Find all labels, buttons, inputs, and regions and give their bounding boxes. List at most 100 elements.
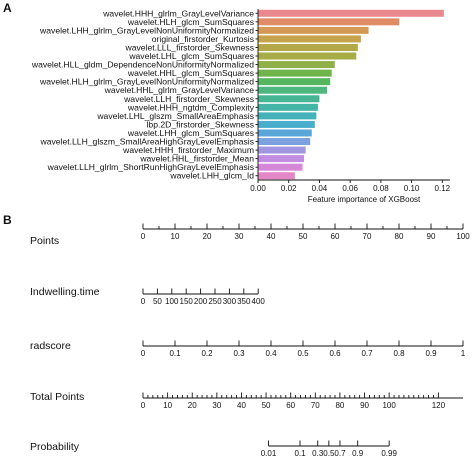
points-tick-label-10: 100 — [456, 232, 470, 241]
bar-8 — [258, 69, 332, 77]
probability-tick-label-0: 0.01 — [261, 449, 277, 458]
radscore-tick-label-2: 0.2 — [201, 349, 213, 358]
bar-12 — [258, 103, 318, 111]
radscore-tick-label-4: 0.4 — [265, 349, 277, 358]
bar-7 — [258, 61, 335, 69]
points-tick-label-8: 80 — [395, 232, 404, 241]
bar-17 — [258, 146, 306, 154]
indwelling-time-label: Indwelling.time — [30, 286, 100, 298]
bar-10 — [258, 86, 328, 94]
bar-20 — [258, 172, 295, 180]
feature-label-7: wavelet.HLL_gldm_DependenceNonUniformity… — [31, 60, 254, 70]
total-points-tick-label-5: 50 — [262, 401, 271, 410]
feature-label-11: wavelet.LLH_firstorder_Skewness — [123, 94, 254, 104]
points-tick-label-0: 0 — [141, 232, 146, 241]
radscore-label: radscore — [30, 340, 71, 352]
indwelling-time-tick-label-7: 350 — [237, 297, 251, 306]
indwelling-time-tick-label-2: 100 — [165, 297, 179, 306]
feature-label-9: wavelet.HLH_glrlm_GrayLevelNonUniformity… — [39, 77, 254, 87]
bar-13 — [258, 112, 317, 120]
feature-label-13: wavelet.LHL_glszm_SmallAreaEmphasis — [96, 111, 254, 121]
points-tick-label-3: 30 — [235, 232, 244, 241]
probability-tick-label-6: 0.99 — [381, 449, 397, 458]
radscore-tick-label-7: 0.7 — [361, 349, 373, 358]
total-points-tick-label-0: 0 — [141, 401, 146, 410]
total-points-tick-label-10: 100 — [382, 401, 396, 410]
bar-19 — [258, 163, 303, 171]
bar-3 — [258, 26, 369, 34]
indwelling-time-tick-label-6: 300 — [223, 297, 237, 306]
total-points-tick-label-1: 10 — [163, 401, 172, 410]
indwelling-time-tick-label-5: 250 — [208, 297, 222, 306]
probability-label: Probability — [30, 441, 80, 453]
radscore-tick-label-6: 0.6 — [329, 349, 341, 358]
panel-b-label: B — [3, 213, 12, 227]
indwelling-time-tick-label-0: 0 — [141, 297, 146, 306]
bar-18 — [258, 155, 305, 163]
feature-label-16: wavelet.LLH_glszm_SmallAreaHighGrayLevel… — [39, 137, 254, 147]
bar-16 — [258, 138, 311, 146]
total-points-tick-label-2: 20 — [188, 401, 197, 410]
radscore-tick-label-1: 0.1 — [169, 349, 181, 358]
bar-5 — [258, 43, 358, 51]
probability-tick-label-3: 0.5 — [323, 449, 335, 458]
feature-label-18: wavelet.HHL_firstorder_Mean — [139, 154, 254, 164]
indwelling-time-tick-label-8: 400 — [252, 297, 266, 306]
x-tick-label-3: 0.06 — [342, 184, 358, 193]
total-points-tick-label-11: 120 — [432, 401, 446, 410]
bar-6 — [258, 52, 357, 60]
points-label: Points — [30, 235, 59, 247]
feature-label-19: wavelet.LLH_glrlm_ShortRunHighGrayLevelE… — [47, 162, 254, 172]
probability-tick-label-4: 0.7 — [334, 449, 346, 458]
feature-label-14: lbp.2D_firstorder_Skewness — [147, 119, 254, 129]
probability-tick-label-2: 0.3 — [312, 449, 324, 458]
bar-2 — [258, 18, 400, 26]
bar-15 — [258, 129, 312, 137]
x-tick-label-4: 0.08 — [373, 184, 389, 193]
points-tick-label-4: 40 — [267, 232, 276, 241]
feature-label-8: wavelet.HHL_glcm_SumSquares — [127, 68, 254, 78]
total-points-label: Total Points — [30, 391, 84, 403]
points-tick-label-9: 90 — [427, 232, 436, 241]
x-tick-label-6: 0.12 — [435, 184, 451, 193]
feature-label-6: wavelet.LHL_glcm_SumSquares — [128, 51, 254, 61]
panel-a-label: A — [3, 1, 12, 15]
total-points-tick-label-6: 60 — [286, 401, 295, 410]
bar-9 — [258, 78, 331, 86]
probability-tick-label-5: 0.9 — [352, 449, 364, 458]
feature-importance-chart: wavelet.HHH_glrlm_GrayLevelVariancewavel… — [31, 8, 451, 204]
radscore-tick-label-10: 1 — [461, 349, 466, 358]
radscore-tick-label-3: 0.3 — [233, 349, 245, 358]
x-tick-label-1: 0.02 — [281, 184, 297, 193]
bar-4 — [258, 35, 361, 43]
feature-label-10: wavelet.HHL_glrlm_GrayLevelVariance — [104, 85, 255, 95]
feature-label-2: wavelet.HLH_glcm_SumSquares — [127, 17, 254, 27]
total-points-tick-label-3: 30 — [212, 401, 221, 410]
radscore-tick-label-8: 0.8 — [393, 349, 405, 358]
indwelling-time-tick-label-4: 200 — [194, 297, 208, 306]
radscore-tick-label-5: 0.5 — [297, 349, 309, 358]
probability-tick-label-1: 0.1 — [294, 449, 306, 458]
x-tick-label-5: 0.10 — [404, 184, 420, 193]
indwelling-time-tick-label-1: 50 — [153, 297, 162, 306]
points-tick-label-6: 60 — [331, 232, 340, 241]
feature-label-20: wavelet.LHH_glcm_Id — [169, 171, 254, 181]
bar-1 — [258, 9, 444, 17]
radscore-tick-label-0: 0 — [141, 349, 146, 358]
radscore-tick-label-9: 0.9 — [425, 349, 437, 358]
feature-label-3: wavelet.LHH_glrlm_GrayLevelNonUniformity… — [39, 25, 254, 35]
total-points-tick-label-8: 80 — [335, 401, 344, 410]
x-axis-title: Feature importance of XGBoost — [308, 195, 421, 204]
x-tick-label-0: 0.00 — [250, 184, 266, 193]
nomogram: Points 0 10 20 30 40 50 60 70 80 90 100Indwelling.t… — [30, 223, 470, 458]
feature-label-5: wavelet.LLL_firstorder_Skewness — [125, 42, 255, 52]
points-tick-label-2: 20 — [203, 232, 212, 241]
feature-label-1: wavelet.HHH_glrlm_GrayLevelVariance — [102, 8, 254, 18]
total-points-tick-label-7: 70 — [311, 401, 320, 410]
bar-14 — [258, 120, 315, 128]
x-tick-label-2: 0.04 — [312, 184, 328, 193]
indwelling-time-tick-label-3: 150 — [180, 297, 194, 306]
feature-label-4: original_firstorder_Kurtosis — [152, 34, 254, 44]
bar-11 — [258, 95, 320, 103]
